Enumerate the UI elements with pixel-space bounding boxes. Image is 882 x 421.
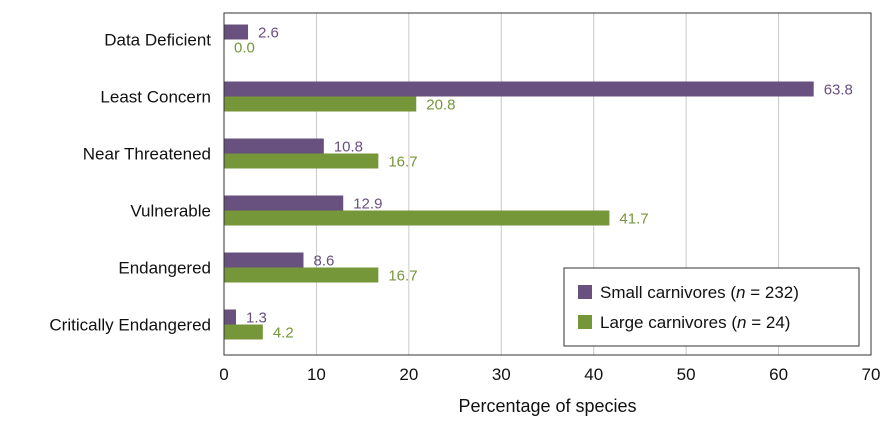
x-tick-label: 40	[584, 365, 603, 384]
x-tick-label: 60	[769, 365, 788, 384]
x-tick-labels: 0 10 20 30 40 50 60 70	[219, 365, 880, 384]
bar	[224, 138, 324, 154]
bar	[224, 81, 814, 97]
legend-entry: Small carnivores (n = 232)	[600, 283, 799, 302]
data-label: 8.6	[313, 253, 334, 270]
legend-entry: Large carnivores (n = 24)	[600, 313, 790, 332]
category-label: Least Concern	[100, 88, 211, 107]
x-tick-label: 50	[677, 365, 696, 384]
data-label: 10.8	[334, 139, 363, 156]
data-label: 4.2	[273, 325, 294, 342]
bar	[224, 252, 304, 268]
category-label: Critically Endangered	[49, 316, 211, 335]
data-label: 2.6	[258, 25, 279, 42]
data-labels: 2.60.0 63.8 20.8 10.8 16.7 12.9 41.7 8.6 16.7 1.3…	[234, 25, 853, 342]
bars	[224, 24, 814, 340]
data-label: 0.0	[234, 40, 255, 57]
x-tick-label: 10	[307, 365, 326, 384]
data-label: 16.7	[388, 268, 417, 285]
x-axis-title: Percentage of species	[458, 396, 636, 416]
x-tick-label: 0	[219, 365, 228, 384]
category-label: Endangered	[118, 259, 211, 278]
bar	[224, 96, 417, 112]
legend-box	[563, 267, 860, 347]
data-label: 16.7	[388, 154, 417, 171]
x-tick-label: 30	[492, 365, 511, 384]
category-labels: Data Deficient Least Concern Near Threaten…	[49, 31, 211, 335]
bar	[224, 309, 237, 325]
data-label: 1.3	[246, 310, 267, 327]
data-label: 63.8	[824, 82, 853, 99]
bar	[224, 153, 379, 169]
gridlines	[315, 13, 780, 355]
x-tick-label: 70	[862, 365, 881, 384]
bar	[224, 24, 249, 40]
bar	[224, 210, 610, 226]
bar	[224, 267, 379, 283]
legend: Small carnivores (n = 232) Large carnivor…	[563, 267, 860, 347]
category-label: Vulnerable	[130, 202, 211, 221]
bar	[224, 195, 344, 211]
legend-swatch	[578, 285, 592, 299]
category-label: Data Deficient	[104, 31, 211, 50]
data-label: 41.7	[619, 211, 648, 228]
bar	[224, 324, 263, 340]
category-label: Near Threatened	[83, 145, 211, 164]
data-label: 12.9	[353, 196, 382, 213]
data-label: 20.8	[426, 97, 455, 114]
plot-border	[223, 12, 872, 356]
legend-swatch	[578, 315, 592, 329]
x-tick-label: 20	[399, 365, 418, 384]
